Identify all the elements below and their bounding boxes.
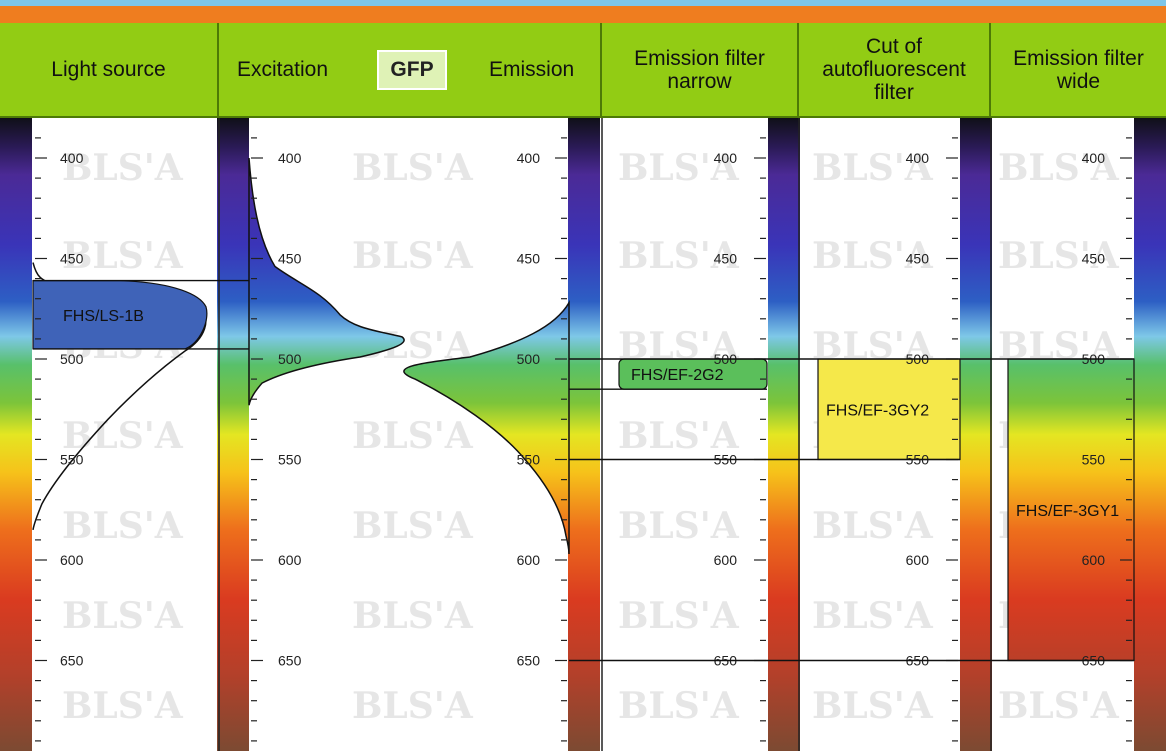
- tick-label-400: 400: [1082, 150, 1106, 166]
- watermark-text: BLS'A: [352, 685, 474, 727]
- tick-label-600: 600: [714, 552, 738, 568]
- spectrum-diagram: BLS'A BLS'A BLS'A BLS'A BLS'A BLS'A BLS'A BLS'A…: [0, 118, 1166, 751]
- watermark-text: BLS'A: [62, 415, 184, 457]
- watermark-text: BLS'A: [812, 505, 934, 547]
- tick-label-450: 450: [1082, 251, 1106, 267]
- tick-label-450: 450: [714, 251, 738, 267]
- spectrum-bar-2: [568, 118, 600, 751]
- header-cut-line3: filter: [874, 81, 914, 104]
- tick-label-450: 450: [906, 251, 930, 267]
- watermark-text: BLS'A: [618, 147, 740, 189]
- tick-label-500: 500: [278, 351, 302, 367]
- watermark-text: BLS'A: [352, 235, 474, 277]
- header-cut-line1: Cut of: [865, 35, 922, 58]
- header-filter-wide-line2: wide: [1056, 69, 1101, 93]
- tick-label-400: 400: [906, 150, 930, 166]
- header-light-source: Light source: [0, 23, 219, 118]
- watermark-text: BLS'A: [812, 595, 934, 637]
- tick-label-550: 550: [517, 452, 541, 468]
- watermark-text: BLS'A: [62, 595, 184, 637]
- spectrum-bars: [0, 118, 1166, 751]
- watermark-text: BLS'A: [352, 147, 474, 189]
- watermark-text: BLS'A: [352, 415, 474, 457]
- narrow-filter-label: FHS/EF-2G2: [631, 367, 724, 384]
- tick-label-500: 500: [517, 351, 541, 367]
- watermark-text: BLS'A: [618, 235, 740, 277]
- watermark-text: BLS'A: [998, 147, 1120, 189]
- tick-label-450: 450: [278, 251, 302, 267]
- watermark-text: BLS'A: [812, 685, 934, 727]
- watermark-text: BLS'A: [998, 235, 1120, 277]
- header-cut-line2: autofluorescent: [822, 58, 966, 81]
- tick-label-400: 400: [517, 150, 541, 166]
- watermark-text: BLS'A: [618, 415, 740, 457]
- watermark-text: BLS'A: [62, 505, 184, 547]
- header-light-source-label: Light source: [51, 58, 166, 81]
- watermark-text: BLS'A: [62, 235, 184, 277]
- tick-label-600: 600: [906, 552, 930, 568]
- spectrum-bar-1: [217, 118, 249, 751]
- watermark-text: BLS'A: [618, 685, 740, 727]
- header-cut-autofluorescent: Cut of autofluorescent filter: [799, 23, 991, 118]
- title-bar: [0, 6, 1166, 23]
- tick-label-650: 650: [517, 653, 541, 669]
- spectrum-bar-0: [0, 118, 32, 751]
- light-source-band: [32, 280, 208, 350]
- header-filter-narrow-line1: Emission filter: [634, 46, 765, 70]
- column-dividers: [218, 118, 992, 751]
- tick-label-400: 400: [714, 150, 738, 166]
- tick-label-600: 600: [1082, 552, 1106, 568]
- tick-label-650: 650: [278, 653, 302, 669]
- watermark-text: BLS'A: [62, 147, 184, 189]
- excitation-curve: [248, 157, 405, 406]
- top-strip: [0, 0, 1166, 6]
- tick-label-600: 600: [517, 552, 541, 568]
- tick-label-600: 600: [60, 552, 84, 568]
- light-source-filter-label: FHS/LS-1B: [63, 308, 144, 325]
- header-emission-label: Emission: [489, 58, 575, 81]
- gfp-badge: GFP: [377, 50, 447, 90]
- watermark-text: BLS'A: [618, 505, 740, 547]
- watermark-text: BLS'A: [352, 505, 474, 547]
- cut-filter-label: FHS/EF-3GY2: [826, 402, 929, 419]
- watermark-text: BLS'A: [618, 595, 740, 637]
- wide-filter-label: FHS/EF-3GY1: [1016, 503, 1119, 520]
- tick-label-500: 500: [60, 351, 84, 367]
- header-filter-wide: Emission filter wide: [991, 23, 1166, 118]
- tick-label-550: 550: [1082, 452, 1106, 468]
- cutoff-lines: [33, 279, 1134, 662]
- spectrum-bar-4: [960, 118, 992, 751]
- header-excitation-label: Excitation: [237, 58, 329, 81]
- spectrum-bar-3: [768, 118, 800, 751]
- watermark-text: BLS'A: [352, 595, 474, 637]
- tick-label-450: 450: [60, 251, 84, 267]
- tick-label-550: 550: [60, 452, 84, 468]
- tick-label-600: 600: [278, 552, 302, 568]
- wavelength-axes: 400 450 500 550 600 650 400 450 500 550 600 650 400 4…: [35, 137, 1132, 742]
- watermark-text: BLS'A: [62, 685, 184, 727]
- wide-filter-band: [1007, 358, 1135, 662]
- tick-label-550: 550: [278, 452, 302, 468]
- header-filter-narrow: Emission filter narrow: [602, 23, 799, 118]
- watermark-text: BLS'A: [998, 685, 1120, 727]
- watermark-text: BLS'A: [812, 235, 934, 277]
- emission-curve: [403, 299, 570, 554]
- tick-label-400: 400: [60, 150, 84, 166]
- watermark-text: BLS'A: [812, 147, 934, 189]
- tick-label-650: 650: [60, 653, 84, 669]
- header-filter-narrow-line2: narrow: [667, 69, 732, 93]
- tick-label-400: 400: [278, 150, 302, 166]
- tick-label-450: 450: [517, 251, 541, 267]
- header-filter-wide-line1: Emission filter: [1013, 46, 1144, 70]
- spectrum-bar-5: [1134, 118, 1166, 751]
